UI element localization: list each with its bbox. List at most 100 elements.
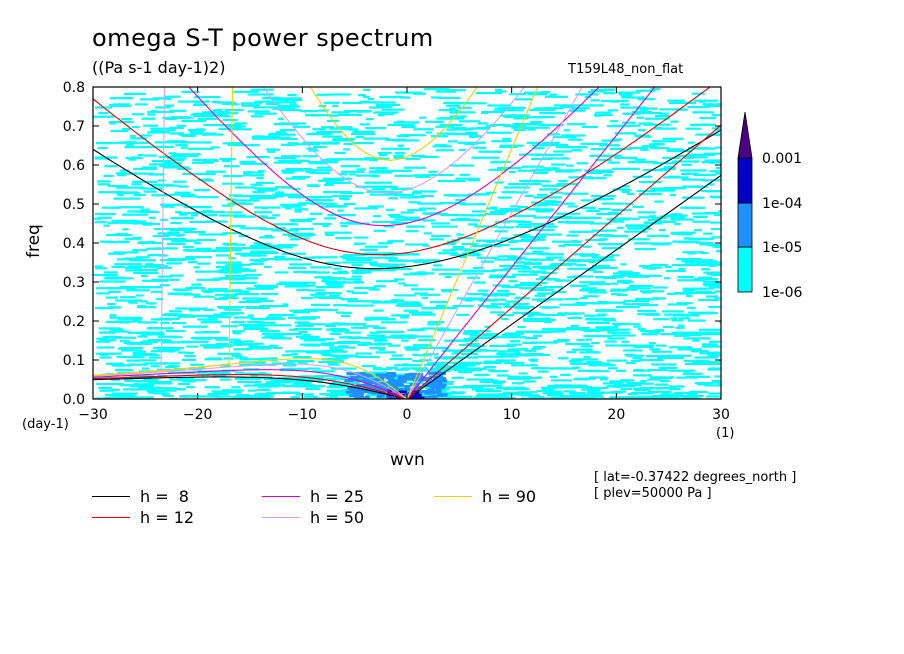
spectrum-cell (261, 216, 276, 220)
spectrum-cell (182, 325, 208, 328)
spectrum-cell (555, 279, 567, 282)
spectrum-cell (628, 146, 648, 150)
spectrum-cell (654, 127, 677, 130)
y-tick-label: 0.3 (63, 275, 85, 291)
spectrum-cell (489, 370, 507, 373)
spectrum-cell (224, 308, 241, 311)
spectrum-cell (681, 163, 692, 166)
spectrum-cell (519, 116, 545, 119)
spectrum-cell (660, 167, 676, 171)
spectrum-cell (234, 377, 261, 380)
spectrum-cell (599, 144, 620, 147)
spectrum-cell (351, 376, 358, 380)
spectrum-cell (660, 333, 686, 336)
spectrum-cell (656, 220, 677, 223)
spectrum-cell (329, 294, 340, 297)
spectrum-cell (228, 128, 252, 131)
spectrum-cell (678, 317, 690, 320)
spectrum-cell (654, 200, 663, 203)
spectrum-cell (93, 273, 118, 277)
spectrum-cell (659, 112, 669, 115)
spectrum-cell (388, 214, 401, 217)
spectrum-cell (455, 177, 480, 180)
spectrum-cell (130, 220, 147, 223)
spectrum-cell (123, 92, 146, 95)
spectrum-cell (456, 202, 463, 205)
spectrum-cell (661, 310, 684, 313)
spectrum-cell (228, 257, 236, 260)
spectrum-cell (691, 350, 706, 353)
spectrum-cell (239, 276, 258, 279)
spectrum-cell (247, 314, 254, 317)
spectrum-cell (583, 177, 607, 180)
spectrum-cell (594, 114, 602, 117)
spectrum-cell (422, 383, 434, 387)
spectrum-cell (662, 156, 680, 159)
spectrum-cell (535, 376, 543, 379)
spectrum-cell (508, 183, 532, 186)
spectrum-cell (305, 387, 321, 390)
spectrum-cell (134, 103, 148, 106)
spectrum-cell (128, 301, 138, 304)
rossby-wave-curve (93, 374, 408, 399)
spectrum-cell (436, 381, 443, 384)
spectrum-cell (469, 345, 486, 348)
spectrum-cell (493, 160, 511, 163)
spectrum-cell (181, 90, 199, 93)
spectrum-cell (115, 394, 136, 397)
spectrum-cell (119, 296, 135, 299)
spectrum-cell (125, 144, 134, 147)
spectrum-cell (648, 143, 663, 146)
spectrum-cell (501, 285, 519, 288)
spectrum-cell (714, 290, 721, 293)
spectrum-cell (140, 274, 148, 278)
spectrum-cell (692, 220, 711, 223)
spectrum-cell (324, 231, 351, 234)
spectrum-cell (502, 137, 511, 140)
spectrum-cell (244, 343, 252, 346)
spectrum-cell (424, 88, 450, 91)
spectrum-cell (248, 345, 276, 348)
spectrum-cell (312, 379, 325, 382)
spectrum-cell (154, 141, 175, 144)
spectrum-cell (612, 188, 627, 191)
spectrum-cell (322, 224, 329, 227)
spectrum-cell (99, 356, 111, 359)
spectrum-cell (408, 372, 420, 376)
spectrum-cell (181, 340, 209, 343)
spectrum-cell (137, 306, 157, 309)
spectrum-cell (228, 194, 243, 197)
spectrum-cell (639, 290, 665, 293)
spectrum-cell (98, 386, 112, 390)
spectrum-cell (632, 345, 654, 348)
spectrum-cell (353, 280, 363, 283)
spectrum-cell (161, 205, 175, 208)
spectrum-cell (375, 106, 392, 109)
spectrum-cell (234, 293, 260, 296)
spectrum-cell (160, 321, 170, 324)
spectrum-cell (514, 296, 526, 299)
spectrum-cell (324, 101, 340, 104)
spectrum-cell (494, 88, 502, 91)
spectrum-cell (475, 389, 502, 392)
spectrum-cell (691, 212, 712, 215)
spectrum-cell (672, 160, 700, 163)
spectrum-cell (456, 106, 472, 109)
spectrum-cell (356, 110, 370, 113)
spectrum-cell (305, 170, 316, 173)
spectrum-cell (204, 358, 223, 361)
spectrum-cell (131, 249, 148, 252)
spectrum-cell (129, 135, 136, 138)
spectrum-cell (400, 211, 414, 214)
spectrum-cell (96, 346, 115, 349)
spectrum-cell (691, 92, 705, 95)
spectrum-cell (624, 202, 633, 205)
spectrum-cell (471, 156, 500, 159)
spectrum-cell (401, 125, 415, 128)
colorbar-segment (737, 157, 753, 204)
spectrum-cell (330, 354, 347, 357)
spectrum-cell (430, 135, 449, 138)
spectrum-cell (99, 280, 126, 283)
spectrum-cell (686, 172, 699, 175)
spectrum-cell (541, 184, 567, 187)
